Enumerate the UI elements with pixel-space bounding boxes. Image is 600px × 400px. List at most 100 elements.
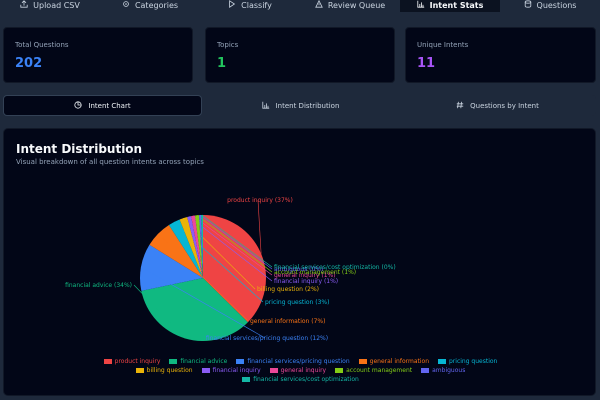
- pie-leader-line: [140, 266, 266, 339]
- view-tabs: Intent Chart Intent Distribution Questio…: [3, 95, 596, 116]
- tab-intent-stats[interactable]: Intent Stats: [400, 0, 500, 12]
- bar-chart-icon: [261, 101, 270, 111]
- tab-label: Intent Stats: [429, 0, 484, 10]
- stat-value: 1: [217, 56, 227, 71]
- legend-label: pricing question: [449, 358, 498, 365]
- tab-label: Categories: [134, 0, 179, 10]
- pie-label: product inquiry (37%): [227, 197, 293, 204]
- stat-card-topics: Topics 1: [205, 27, 395, 83]
- legend-item[interactable]: pricing question: [438, 358, 497, 365]
- tab-questions[interactable]: Questions: [500, 0, 600, 12]
- pie-label: financial inquiry (1%): [274, 278, 338, 285]
- tab-questions-by-intent[interactable]: Questions by Intent: [399, 95, 596, 116]
- legend-row: financial services/cost optimization: [4, 376, 597, 383]
- legend-item[interactable]: financial services/cost optimization: [242, 376, 359, 383]
- legend-item[interactable]: financial advice: [169, 358, 227, 365]
- legend-label: general inquiry: [280, 367, 327, 374]
- legend-swatch: [358, 359, 367, 364]
- pie-slice-billing-question[interactable]: [179, 217, 203, 278]
- pie-label: pricing question (3%): [265, 299, 329, 306]
- tab-intent-chart[interactable]: Intent Chart: [3, 95, 202, 116]
- pie-slice-account-management[interactable]: [195, 215, 203, 278]
- pie-slice-financial-services-pricing-question[interactable]: [140, 244, 203, 291]
- legend-item[interactable]: general information: [358, 358, 429, 365]
- tab-categories[interactable]: Categories: [100, 0, 200, 12]
- panel-subtitle: Visual breakdown of all question intents…: [16, 158, 204, 166]
- legend-label: product inquiry: [114, 358, 161, 365]
- legend-item[interactable]: financial services/pricing question: [236, 358, 350, 365]
- legend-label: financial advice: [180, 358, 228, 365]
- pie-slice-financial-advice[interactable]: [141, 278, 248, 342]
- tab-review-queue[interactable]: Review Queue: [300, 0, 400, 12]
- tab-label: Upload CSV: [33, 0, 80, 10]
- tab-label: Intent Distribution: [275, 101, 340, 110]
- legend-label: financial services/pricing question: [247, 358, 350, 365]
- pie-leader-line: [257, 199, 262, 254]
- pie-leader-line: [201, 214, 273, 268]
- legend-swatch: [335, 368, 344, 373]
- legend-item[interactable]: product inquiry: [103, 358, 161, 365]
- stat-label: Unique Intents: [417, 41, 469, 49]
- pie-slice-general-inquiry[interactable]: [191, 215, 203, 278]
- legend-label: general information: [369, 358, 429, 365]
- stat-value: 202: [15, 56, 43, 71]
- legend-swatch: [269, 368, 278, 373]
- gear-icon: [122, 0, 130, 10]
- pie-leader-line: [199, 214, 273, 270]
- legend-swatch: [421, 368, 430, 373]
- legend-item[interactable]: ambiguous: [421, 367, 465, 374]
- stat-card-total-questions: Total Questions 202: [3, 27, 193, 83]
- legend-swatch: [242, 377, 251, 382]
- legend-label: account management: [346, 367, 413, 374]
- stat-label: Total Questions: [15, 41, 69, 49]
- legend-row: product inquiry financial advice financial…: [4, 358, 597, 365]
- pie-leader-line: [192, 215, 273, 276]
- database-icon: [524, 0, 532, 10]
- legend-swatch: [201, 368, 210, 373]
- tab-classify[interactable]: Classify: [200, 0, 300, 12]
- top-nav: Upload CSV Categories Classify Review Queue…: [0, 0, 600, 12]
- pie-leader-line: [133, 284, 186, 339]
- pie-chart-icon: [74, 100, 82, 111]
- pie-label: general information (7%): [250, 318, 325, 325]
- tab-label: Classify: [241, 0, 272, 10]
- tab-label: Questions: [536, 0, 577, 10]
- legend-swatch: [438, 359, 446, 364]
- upload-icon: [20, 0, 28, 10]
- tab-intent-distribution[interactable]: Intent Distribution: [202, 95, 399, 116]
- warning-icon: [314, 0, 323, 10]
- legend-swatch: [236, 359, 245, 364]
- legend-row: billing question financial inquiry general…: [4, 367, 597, 374]
- pie-slice-financial-services-cost-optimization[interactable]: [201, 215, 203, 278]
- tab-upload-csv[interactable]: Upload CSV: [0, 0, 100, 12]
- legend-swatch: [135, 368, 144, 373]
- legend-item[interactable]: account management: [335, 367, 412, 374]
- pie-slice-ambiguous[interactable]: [199, 215, 203, 278]
- tab-label: Questions by Intent: [470, 101, 539, 110]
- panel-title: Intent Distribution: [16, 142, 143, 156]
- pie-slice-pricing-question[interactable]: [168, 219, 203, 278]
- legend-item[interactable]: general inquiry: [269, 367, 327, 374]
- stat-label: Topics: [217, 41, 239, 49]
- pie-leader-line: [157, 233, 249, 322]
- intent-chart-panel: Intent Distribution Visual breakdown of …: [3, 128, 596, 396]
- legend-item[interactable]: billing question: [135, 367, 193, 374]
- pie-chart: product inquiry (37%) financial advice (3…: [65, 197, 396, 342]
- legend-label: financial services/cost optimization: [253, 376, 359, 383]
- legend-item[interactable]: financial inquiry: [201, 367, 261, 374]
- legend-label: financial inquiry: [212, 367, 261, 374]
- pie-leader-line: [196, 215, 273, 273]
- pie-slice-financial-inquiry[interactable]: [187, 216, 203, 278]
- legend-label: ambiguous: [432, 367, 466, 374]
- bar-chart-icon: [416, 0, 425, 10]
- pie-label: financial services/cost optimization (0%…: [274, 264, 396, 271]
- hash-icon: [456, 101, 464, 111]
- pie-label: financial services/pricing question (12%…: [206, 335, 328, 342]
- stat-value: 11: [417, 56, 436, 71]
- legend-swatch: [103, 359, 112, 364]
- pie-label: ambiguous (0%): [274, 266, 323, 273]
- tab-label: Intent Chart: [88, 101, 131, 110]
- pie-label: general inquiry (1%): [274, 272, 336, 279]
- stat-card-unique-intents: Unique Intents 11: [405, 27, 596, 83]
- pie-label: financial advice (34%): [65, 282, 132, 289]
